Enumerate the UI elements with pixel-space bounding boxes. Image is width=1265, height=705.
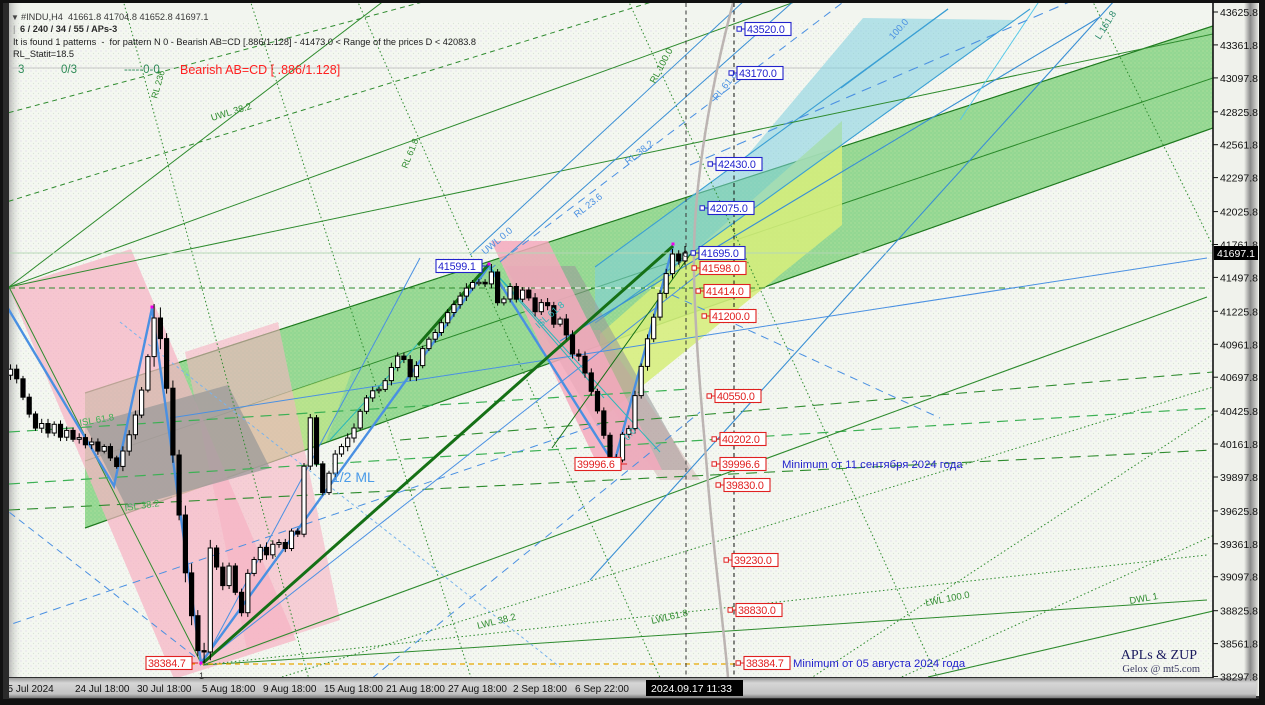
svg-text:38384.7: 38384.7 (746, 658, 784, 670)
svg-text:Minimum от 11 сентября 2024 го: Minimum от 11 сентября 2024 года (782, 459, 963, 471)
svg-text:15 Aug 18:00: 15 Aug 18:00 (324, 684, 383, 695)
svg-text:41497.8: 41497.8 (1220, 272, 1258, 284)
svg-text:42825.8: 42825.8 (1220, 107, 1258, 119)
svg-text:41414.0: 41414.0 (706, 286, 744, 298)
svg-text:40550.0: 40550.0 (717, 391, 755, 403)
svg-text:39230.0: 39230.0 (734, 555, 772, 567)
svg-text:1: 1 (199, 671, 204, 681)
svg-text:38561.8: 38561.8 (1220, 639, 1258, 651)
svg-text:5 Aug 18:00: 5 Aug 18:00 (202, 684, 256, 695)
svg-text:43097.8: 43097.8 (1220, 73, 1258, 85)
svg-text:Bearish AB=CD [ .886/1.128]: Bearish AB=CD [ .886/1.128] (180, 63, 340, 77)
svg-text:43361.8: 43361.8 (1220, 40, 1258, 52)
svg-text:41695.0: 41695.0 (701, 248, 739, 260)
svg-text:40425.8: 40425.8 (1220, 406, 1258, 418)
svg-text:ISL 38.2: ISL 38.2 (124, 498, 160, 514)
svg-text:42025.8: 42025.8 (1220, 207, 1258, 219)
svg-text:39830.0: 39830.0 (726, 480, 764, 492)
svg-text:39361.8: 39361.8 (1220, 539, 1258, 551)
svg-text:24 Jul 18:00: 24 Jul 18:00 (75, 684, 130, 695)
svg-text:6 / 240 / 34 / 55 / APs-3: 6 / 240 / 34 / 55 / APs-3 (20, 24, 117, 34)
svg-text:9 Aug 18:00: 9 Aug 18:00 (263, 684, 317, 695)
svg-text:It is found 1 patterns - for: It is found 1 patterns - for pattern N 0… (13, 37, 476, 47)
svg-text:0: 0 (683, 249, 688, 259)
svg-text:-----0-0: -----0-0 (124, 64, 160, 76)
svg-text:Minimum от 05 августа 2024 год: Minimum от 05 августа 2024 года (793, 658, 966, 670)
svg-text:40697.8: 40697.8 (1220, 372, 1258, 384)
svg-text:41225.8: 41225.8 (1220, 306, 1258, 318)
svg-text:41599.1: 41599.1 (438, 261, 476, 273)
svg-text:40202.0: 40202.0 (722, 434, 760, 446)
svg-text:▼: ▼ (11, 13, 19, 22)
svg-text:27 Aug 18:00: 27 Aug 18:00 (448, 684, 507, 695)
svg-text:#INDU,H4 41661.8 41704.8 4165: #INDU,H4 41661.8 41704.8 41652.8 41697.1 (21, 12, 208, 22)
svg-text:39996.6: 39996.6 (722, 459, 760, 471)
svg-text:6 Sep 22:00: 6 Sep 22:00 (575, 684, 629, 695)
svg-text:↑: ↑ (677, 259, 682, 270)
svg-text:15 Jul 2024: 15 Jul 2024 (2, 684, 54, 695)
svg-text:39897.8: 39897.8 (1220, 472, 1258, 484)
svg-text:39625.8: 39625.8 (1220, 506, 1258, 518)
svg-text:42430.0: 42430.0 (718, 159, 756, 171)
svg-text:38830.0: 38830.0 (738, 605, 776, 617)
svg-text:3: 3 (18, 64, 24, 76)
svg-text:38825.8: 38825.8 (1220, 606, 1258, 618)
svg-text:38384.7: 38384.7 (148, 658, 186, 670)
svg-text:41200.0: 41200.0 (712, 311, 750, 323)
svg-text:30 Jul 18:00: 30 Jul 18:00 (137, 684, 192, 695)
svg-text:42297.8: 42297.8 (1220, 173, 1258, 185)
svg-text:Gelox @ mt5.com: Gelox @ mt5.com (1122, 664, 1200, 675)
svg-text:21 Aug 18:00: 21 Aug 18:00 (386, 684, 445, 695)
svg-text:APLs & ZUP: APLs & ZUP (1121, 648, 1197, 663)
svg-text:DWL 1: DWL 1 (1129, 591, 1159, 607)
svg-text:41598.0: 41598.0 (702, 263, 740, 275)
svg-text:2024.09.17 11:33: 2024.09.17 11:33 (651, 683, 732, 695)
svg-text:43170.0: 43170.0 (739, 68, 777, 80)
svg-text:1/2 ML: 1/2 ML (332, 469, 375, 485)
svg-text:38297.8: 38297.8 (1220, 672, 1258, 684)
svg-text:42075.0: 42075.0 (710, 203, 748, 215)
svg-text:2 Sep 18:00: 2 Sep 18:00 (513, 684, 567, 695)
svg-text:|: | (13, 24, 15, 34)
svg-text:42561.8: 42561.8 (1220, 140, 1258, 152)
svg-text:0/3: 0/3 (61, 64, 77, 76)
svg-text:39097.8: 39097.8 (1220, 572, 1258, 584)
svg-text:39996.6: 39996.6 (577, 459, 615, 471)
svg-text:RL_Statit=18.5: RL_Statit=18.5 (13, 49, 74, 59)
svg-text:43625.8: 43625.8 (1220, 7, 1258, 19)
svg-text:40961.8: 40961.8 (1220, 339, 1258, 351)
svg-text:43520.0: 43520.0 (747, 24, 785, 36)
svg-text:40161.8: 40161.8 (1220, 439, 1258, 451)
svg-text:41697.1: 41697.1 (1217, 248, 1255, 260)
